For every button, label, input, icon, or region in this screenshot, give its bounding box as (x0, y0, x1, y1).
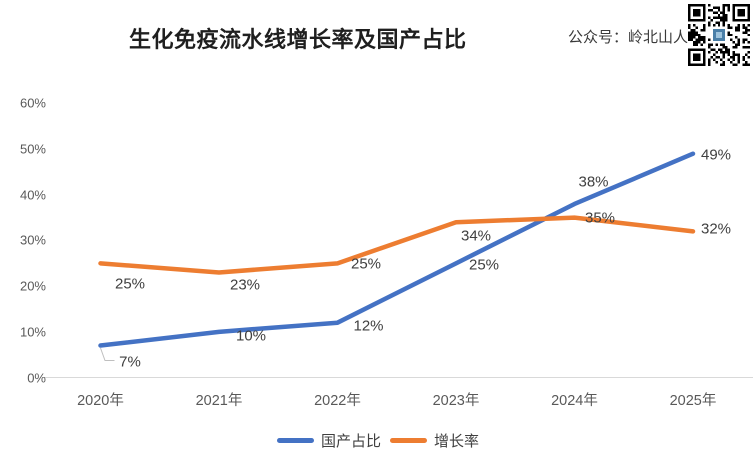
legend-item-1: 增长率 (390, 430, 479, 451)
x-axis-tick-label: 2022年 (314, 393, 361, 409)
series-line-0 (98, 151, 696, 348)
data-label: 23% (229, 276, 261, 294)
y-axis-tick-label: 30% (19, 232, 46, 248)
data-label: 10% (235, 327, 267, 345)
x-axis-tick-label: 2025年 (669, 393, 717, 409)
legend-item-0: 国产占比 (276, 430, 381, 451)
data-label: 32% (700, 220, 732, 238)
y-axis-tick-label: 40% (19, 187, 46, 203)
label-leader-line (100, 347, 115, 361)
x-axis-tick-label: 2023年 (432, 393, 480, 409)
y-axis-tick-label: 10% (19, 324, 46, 340)
y-axis-tick-label: 60% (19, 95, 46, 111)
data-label: 7% (119, 353, 141, 371)
data-label: 34% (460, 227, 492, 245)
qr-code-icon (688, 4, 750, 66)
x-axis-tick-label: 2020年 (77, 393, 124, 409)
x-axis-tick-label: 2024年 (551, 393, 598, 409)
x-axis-line (44, 377, 753, 378)
data-label: 25% (468, 256, 500, 274)
chart-title: 生化免疫流水线增长率及国产占比 (129, 27, 467, 52)
x-axis-tick-label: 2021年 (195, 393, 243, 409)
legend-label: 增长率 (434, 433, 480, 450)
legend: 国产占比 增长率 (0, 430, 756, 451)
y-axis-tick-label: 20% (19, 278, 46, 294)
data-label: 49% (700, 146, 732, 164)
account-label: 公众号：岭北山人 (568, 29, 689, 46)
legend-label: 国产占比 (320, 433, 381, 450)
data-label: 25% (114, 275, 146, 293)
data-label: 25% (350, 255, 382, 273)
series-line-1 (98, 215, 696, 275)
legend-swatch-icon (390, 438, 427, 443)
data-label: 35% (584, 209, 616, 227)
y-axis-tick-label: 50% (19, 141, 46, 157)
data-label: 38% (578, 173, 609, 191)
y-axis-tick-label: 0% (27, 370, 46, 385)
data-label: 12% (353, 317, 384, 335)
legend-swatch-icon (276, 438, 314, 443)
